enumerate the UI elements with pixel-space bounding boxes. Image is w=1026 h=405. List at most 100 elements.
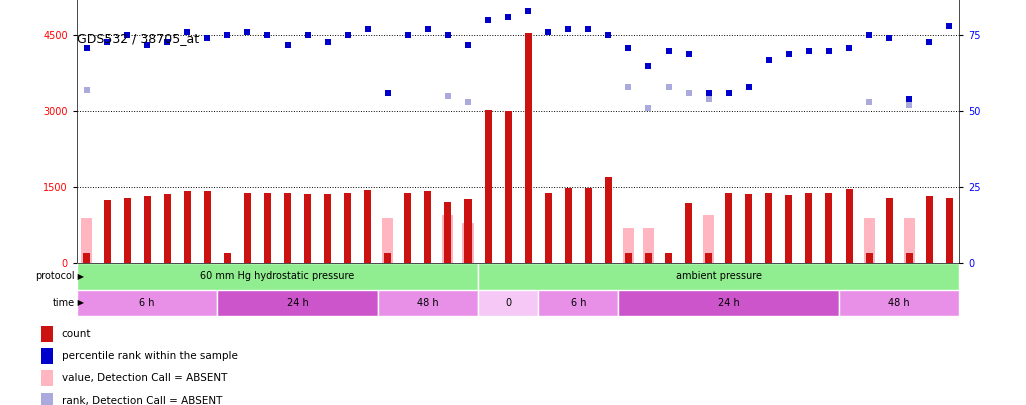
Text: ambient pressure: ambient pressure [676,271,761,281]
Point [380,90,396,96]
Bar [442,215,453,263]
Point [199,35,215,42]
Bar [645,253,652,263]
Bar [41,392,53,405]
Bar [605,177,611,263]
Bar [866,253,872,263]
Bar [444,202,451,263]
Point [300,32,316,39]
Point [260,32,276,39]
Point [220,32,236,39]
Point [840,44,857,51]
Text: 48 h: 48 h [418,298,439,308]
Bar [385,253,391,263]
Point [861,32,877,39]
Bar [478,290,539,316]
Point [440,32,457,39]
Point [159,38,175,45]
Bar [545,194,552,263]
Bar [685,202,693,263]
Point [520,8,537,14]
Bar [885,198,893,263]
Point [500,14,516,20]
Point [680,50,697,57]
Text: 6 h: 6 h [570,298,586,308]
Bar [765,193,773,263]
Bar [564,188,571,263]
Point [661,84,677,90]
Bar [264,194,271,263]
Point [701,96,717,102]
Bar [839,290,959,316]
Text: value, Detection Call = ABSENT: value, Detection Call = ABSENT [62,373,227,383]
Text: count: count [62,329,91,339]
Bar [946,198,953,263]
Text: GDS532 / 38705_at: GDS532 / 38705_at [77,32,199,45]
Bar [184,191,191,263]
Text: 6 h: 6 h [140,298,155,308]
Bar [144,196,151,263]
Point [821,47,837,54]
Point [661,47,677,54]
Bar [164,194,170,263]
Point [239,29,255,36]
Point [680,90,697,96]
Bar [284,193,291,263]
Bar [77,290,218,316]
Bar [465,199,472,263]
Bar [478,263,959,290]
Point [440,93,457,100]
Bar [845,189,853,263]
Bar [745,194,752,263]
Bar [625,253,632,263]
Bar [619,290,839,316]
Point [179,29,195,36]
Point [741,84,757,90]
Bar [904,218,915,263]
Text: percentile rank within the sample: percentile rank within the sample [62,351,237,361]
Point [781,50,797,57]
Text: 24 h: 24 h [718,298,740,308]
Bar [463,223,474,263]
Bar [123,198,130,263]
Bar [906,253,913,263]
Bar [826,194,832,263]
Text: 48 h: 48 h [889,298,910,308]
Point [720,90,737,96]
Text: ▶: ▶ [75,298,84,307]
Text: 0: 0 [505,298,511,308]
Bar [224,253,231,263]
Text: ▶: ▶ [75,272,84,281]
Bar [805,194,813,263]
Bar [41,326,53,342]
Bar [41,370,53,386]
Text: protocol: protocol [35,271,75,281]
Bar [104,200,111,263]
Point [600,32,617,39]
Point [901,102,917,109]
Point [420,26,436,32]
Bar [204,191,210,263]
Point [861,99,877,105]
Bar [324,194,331,263]
Bar [703,215,714,263]
Bar [705,253,712,263]
Point [98,38,115,45]
Bar [539,290,619,316]
Bar [585,188,592,263]
Point [921,38,938,45]
Bar [524,33,531,263]
Point [460,99,476,105]
Bar [41,348,53,364]
Bar [378,290,478,316]
Point [279,41,295,48]
Bar [304,194,311,263]
Bar [484,110,491,263]
Point [380,90,396,96]
Bar [864,218,874,263]
Point [79,44,95,51]
Point [620,44,636,51]
Point [580,26,596,32]
Point [881,35,898,42]
Point [560,26,577,32]
